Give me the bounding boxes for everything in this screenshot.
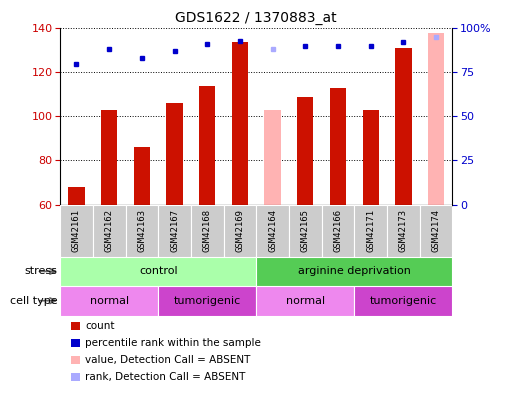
Bar bbox=[158, 286, 256, 316]
Title: GDS1622 / 1370883_at: GDS1622 / 1370883_at bbox=[175, 11, 337, 25]
Bar bbox=[395, 48, 412, 205]
Bar bbox=[134, 147, 150, 205]
Text: GSM42171: GSM42171 bbox=[366, 209, 375, 252]
Bar bbox=[256, 205, 289, 257]
Bar bbox=[60, 205, 93, 257]
Text: GSM42165: GSM42165 bbox=[301, 209, 310, 252]
Bar bbox=[322, 205, 355, 257]
Bar bbox=[289, 205, 322, 257]
Bar bbox=[265, 110, 281, 205]
Text: GSM42173: GSM42173 bbox=[399, 209, 408, 252]
Text: rank, Detection Call = ABSENT: rank, Detection Call = ABSENT bbox=[85, 372, 246, 382]
Text: GSM42166: GSM42166 bbox=[334, 209, 343, 252]
Bar bbox=[60, 286, 158, 316]
Text: GSM42169: GSM42169 bbox=[235, 209, 244, 252]
Bar bbox=[355, 205, 387, 257]
Bar bbox=[224, 205, 256, 257]
Bar bbox=[256, 286, 355, 316]
Text: tumorigenic: tumorigenic bbox=[370, 296, 437, 306]
Bar bbox=[232, 42, 248, 205]
Text: cell type: cell type bbox=[10, 296, 58, 306]
Text: GSM42163: GSM42163 bbox=[138, 209, 146, 252]
Bar bbox=[256, 257, 452, 286]
Text: GSM42161: GSM42161 bbox=[72, 209, 81, 252]
Text: percentile rank within the sample: percentile rank within the sample bbox=[85, 338, 261, 348]
Text: control: control bbox=[139, 266, 177, 276]
Text: value, Detection Call = ABSENT: value, Detection Call = ABSENT bbox=[85, 355, 251, 365]
Text: GSM42168: GSM42168 bbox=[203, 209, 212, 252]
Text: count: count bbox=[85, 321, 115, 331]
Bar bbox=[60, 257, 256, 286]
Bar bbox=[387, 205, 419, 257]
Bar bbox=[158, 205, 191, 257]
Text: GSM42164: GSM42164 bbox=[268, 209, 277, 252]
Bar bbox=[199, 85, 215, 205]
Bar bbox=[419, 205, 452, 257]
Bar bbox=[69, 187, 85, 205]
Bar bbox=[101, 110, 117, 205]
Bar bbox=[126, 205, 158, 257]
Bar bbox=[166, 103, 183, 205]
Bar bbox=[191, 205, 224, 257]
Text: normal: normal bbox=[286, 296, 325, 306]
Bar bbox=[355, 286, 452, 316]
Text: stress: stress bbox=[25, 266, 58, 276]
Text: arginine deprivation: arginine deprivation bbox=[298, 266, 411, 276]
Bar bbox=[428, 33, 444, 205]
Bar bbox=[93, 205, 126, 257]
Bar bbox=[362, 110, 379, 205]
Text: GSM42174: GSM42174 bbox=[431, 209, 440, 252]
Text: GSM42167: GSM42167 bbox=[170, 209, 179, 252]
Text: tumorigenic: tumorigenic bbox=[174, 296, 241, 306]
Text: GSM42162: GSM42162 bbox=[105, 209, 113, 252]
Text: normal: normal bbox=[89, 296, 129, 306]
Bar bbox=[330, 88, 346, 205]
Bar bbox=[297, 97, 313, 205]
